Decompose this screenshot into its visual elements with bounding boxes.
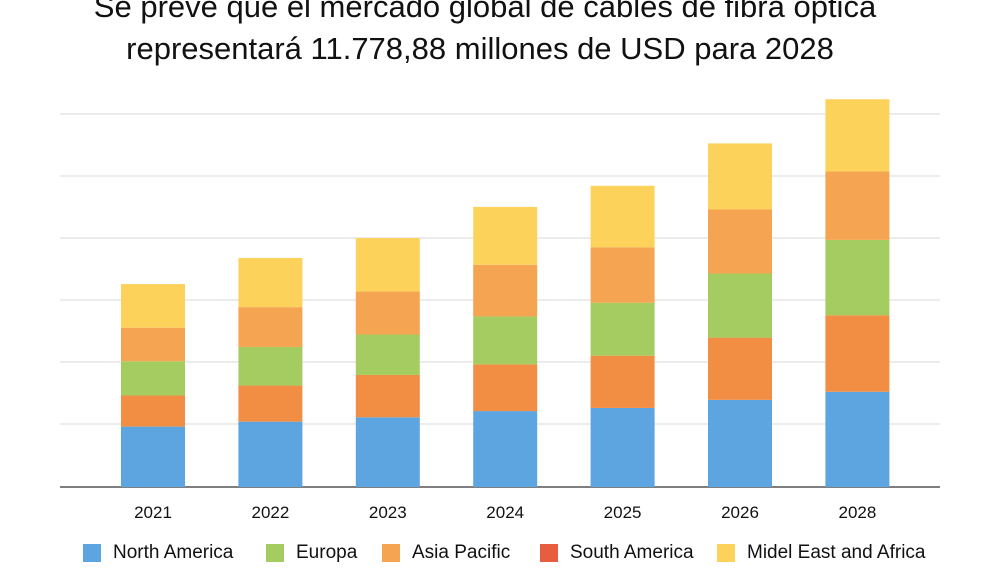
bar-segment-europa bbox=[825, 239, 890, 316]
x-tick-label: 2024 bbox=[486, 503, 524, 522]
bar-segment-north-america bbox=[825, 391, 890, 487]
bar-segment-asia-pacific bbox=[355, 291, 420, 335]
bar-segment-south-america bbox=[590, 355, 655, 408]
legend-label-asia-pacific: Asia Pacific bbox=[412, 542, 511, 563]
bar-segment-midel-east-and-africa bbox=[121, 284, 185, 328]
bar-segment-north-america bbox=[121, 426, 185, 487]
legend-item-north-america: North America bbox=[83, 542, 233, 564]
bar-segment-north-america bbox=[590, 407, 655, 487]
bar-segment-north-america bbox=[708, 399, 772, 487]
chart-title-line-2: representará 11.778,88 millones de USD p… bbox=[126, 31, 834, 66]
bar-segment-asia-pacific bbox=[590, 247, 655, 303]
legend-swatch-asia-pacific bbox=[382, 544, 400, 562]
legend-item-europa: Europa bbox=[266, 542, 357, 564]
bar-segment-south-america bbox=[355, 374, 420, 418]
legend-item-south-america: South America bbox=[540, 542, 694, 564]
bar-segment-asia-pacific bbox=[708, 209, 772, 274]
legend-swatch-north-america bbox=[83, 544, 101, 562]
bar-segment-midel-east-and-africa bbox=[825, 99, 890, 172]
legend-label-north-america: North America bbox=[113, 542, 234, 563]
legend-label-europa: Europa bbox=[296, 542, 358, 563]
x-tick-label: 2021 bbox=[134, 503, 172, 522]
legend-swatch-europa bbox=[266, 544, 284, 562]
bar-segment-south-america bbox=[473, 364, 538, 412]
bar-segment-europa bbox=[590, 302, 655, 356]
legend-label-midel-east-and-africa: Midel East and Africa bbox=[747, 542, 926, 563]
bar-segment-europa bbox=[121, 361, 185, 396]
x-tick-label: 2023 bbox=[369, 503, 407, 522]
bar-segment-north-america bbox=[473, 411, 538, 487]
legend-item-asia-pacific: Asia Pacific bbox=[382, 542, 510, 564]
bar-segment-asia-pacific bbox=[825, 171, 890, 240]
bar-segment-midel-east-and-africa bbox=[590, 185, 655, 248]
chart-title-line-1: Se prevé que el mercado global de cables… bbox=[93, 0, 877, 24]
bar-segment-asia-pacific bbox=[121, 327, 185, 362]
bar-segment-south-america bbox=[238, 385, 303, 422]
legend: North America Europa Asia Pacific South … bbox=[0, 542, 1000, 572]
bar-segment-europa bbox=[708, 273, 772, 338]
bar-segment-midel-east-and-africa bbox=[708, 143, 772, 210]
bar-segment-south-america bbox=[708, 337, 772, 400]
bar-segment-asia-pacific bbox=[238, 307, 303, 347]
bar-segment-midel-east-and-africa bbox=[355, 238, 420, 292]
bar-segment-asia-pacific bbox=[473, 264, 538, 317]
bar-segment-south-america bbox=[121, 395, 185, 427]
legend-item-midel-east-and-africa: Midel East and Africa bbox=[717, 542, 925, 564]
legend-swatch-south-america bbox=[540, 544, 558, 562]
legend-swatch-midel-east-and-africa bbox=[717, 544, 735, 562]
bar-segment-midel-east-and-africa bbox=[473, 206, 538, 265]
bar-segment-europa bbox=[355, 334, 420, 375]
bar-segment-europa bbox=[473, 316, 538, 365]
legend-label-south-america: South America bbox=[570, 542, 694, 563]
x-tick-label: 2028 bbox=[838, 503, 876, 522]
x-tick-label: 2025 bbox=[604, 503, 642, 522]
bar-segment-south-america bbox=[825, 315, 890, 392]
x-tick-label: 2022 bbox=[251, 503, 289, 522]
x-tick-label: 2026 bbox=[721, 503, 759, 522]
bar-segment-midel-east-and-africa bbox=[238, 257, 303, 308]
bar-segment-north-america bbox=[238, 421, 303, 487]
bar-segment-europa bbox=[238, 346, 303, 386]
bar-segment-north-america bbox=[355, 417, 420, 487]
